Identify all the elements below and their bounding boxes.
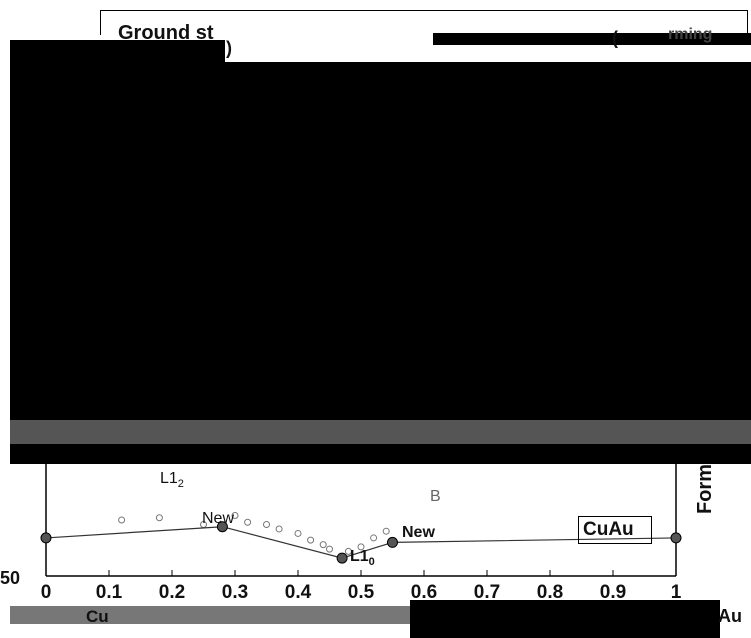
candidate-point <box>307 536 315 544</box>
hull-point <box>387 536 398 548</box>
gray-band <box>10 420 751 444</box>
candidate-point <box>294 529 302 537</box>
label-l10: L10 <box>350 548 375 568</box>
candidate-points <box>118 512 390 555</box>
top-right-dark-band <box>433 33 751 45</box>
x-tick-label: 0.1 <box>96 582 123 603</box>
label-b: B <box>430 488 441 506</box>
label-b-text: B <box>430 488 441 505</box>
candidate-point <box>231 512 239 520</box>
x-tick-label: 0.4 <box>285 582 312 603</box>
header-paren-close: ) <box>226 38 232 58</box>
bottom-gray-band <box>10 606 410 624</box>
candidate-point <box>344 547 352 555</box>
candidate-point <box>370 534 378 542</box>
lower-dark-band <box>10 444 751 464</box>
hull-point <box>670 532 682 544</box>
hull-point <box>336 552 348 564</box>
label-new-right: New <box>402 524 435 541</box>
x-tick-label: 0 <box>41 582 52 603</box>
bottom-dark-band-right <box>410 600 720 638</box>
x-tick-label: 0.2 <box>159 582 185 603</box>
x-tick-label: 0.7 <box>474 582 500 603</box>
candidate-point <box>357 543 365 551</box>
header-title: Ground st <box>118 22 214 44</box>
candidate-point <box>118 516 126 524</box>
candidate-point <box>263 520 270 528</box>
right-vertical-label: Form <box>694 464 716 514</box>
x-tick-label: 0.6 <box>411 582 437 603</box>
candidate-point <box>244 518 252 526</box>
convex-hull <box>40 521 682 564</box>
label-l10-base: L1 <box>350 548 369 565</box>
x-tick-labels: 0 0.1 0.2 0.3 0.4 0.5 0.6 0.7 0.8 0.9 1 <box>41 570 682 603</box>
x-tick-label: 0.5 <box>348 582 375 603</box>
x-tick-label: 0.3 <box>222 582 248 603</box>
label-l10-sub: 0 <box>368 556 375 569</box>
x-tick-label: 0.9 <box>600 582 626 603</box>
x-tick-label: 0.8 <box>537 582 563 603</box>
header-paren-open: ( <box>612 28 618 48</box>
candidate-point <box>326 545 333 553</box>
hull-point <box>40 532 52 544</box>
y-tick-label: -50 <box>0 568 21 588</box>
label-l12-base: L1 <box>160 470 178 487</box>
top-left-dark-band <box>10 40 225 62</box>
label-l12-sub: 2 <box>177 478 184 491</box>
label-new-left: New <box>202 510 235 527</box>
header-sub: rming <box>668 26 713 43</box>
element-label-au: Au <box>718 606 742 626</box>
main-dark-region <box>10 62 751 420</box>
label-l12: L12 <box>160 470 184 490</box>
header-frame <box>100 10 748 35</box>
candidate-point <box>275 525 283 533</box>
legend-box: CuAu <box>578 516 652 544</box>
candidate-point <box>155 514 163 522</box>
candidate-point <box>382 527 390 535</box>
x-tick-label: 1 <box>671 582 682 603</box>
legend-entry: CuAu <box>583 519 634 540</box>
element-label-cu: Cu <box>86 607 109 626</box>
hull-point <box>216 521 228 533</box>
candidate-point <box>319 541 327 549</box>
